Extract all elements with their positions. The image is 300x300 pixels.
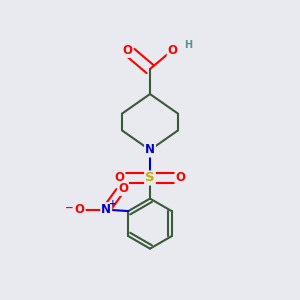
Text: H: H bbox=[184, 40, 192, 50]
Text: O: O bbox=[75, 203, 85, 216]
Text: N: N bbox=[101, 203, 111, 216]
Text: S: S bbox=[145, 172, 155, 184]
Text: N: N bbox=[145, 143, 155, 157]
Text: O: O bbox=[122, 44, 132, 57]
Text: O: O bbox=[176, 172, 186, 184]
Text: −: − bbox=[65, 203, 74, 213]
Text: O: O bbox=[114, 172, 124, 184]
Text: O: O bbox=[118, 182, 128, 195]
Text: O: O bbox=[168, 44, 178, 57]
Text: +: + bbox=[109, 199, 116, 208]
